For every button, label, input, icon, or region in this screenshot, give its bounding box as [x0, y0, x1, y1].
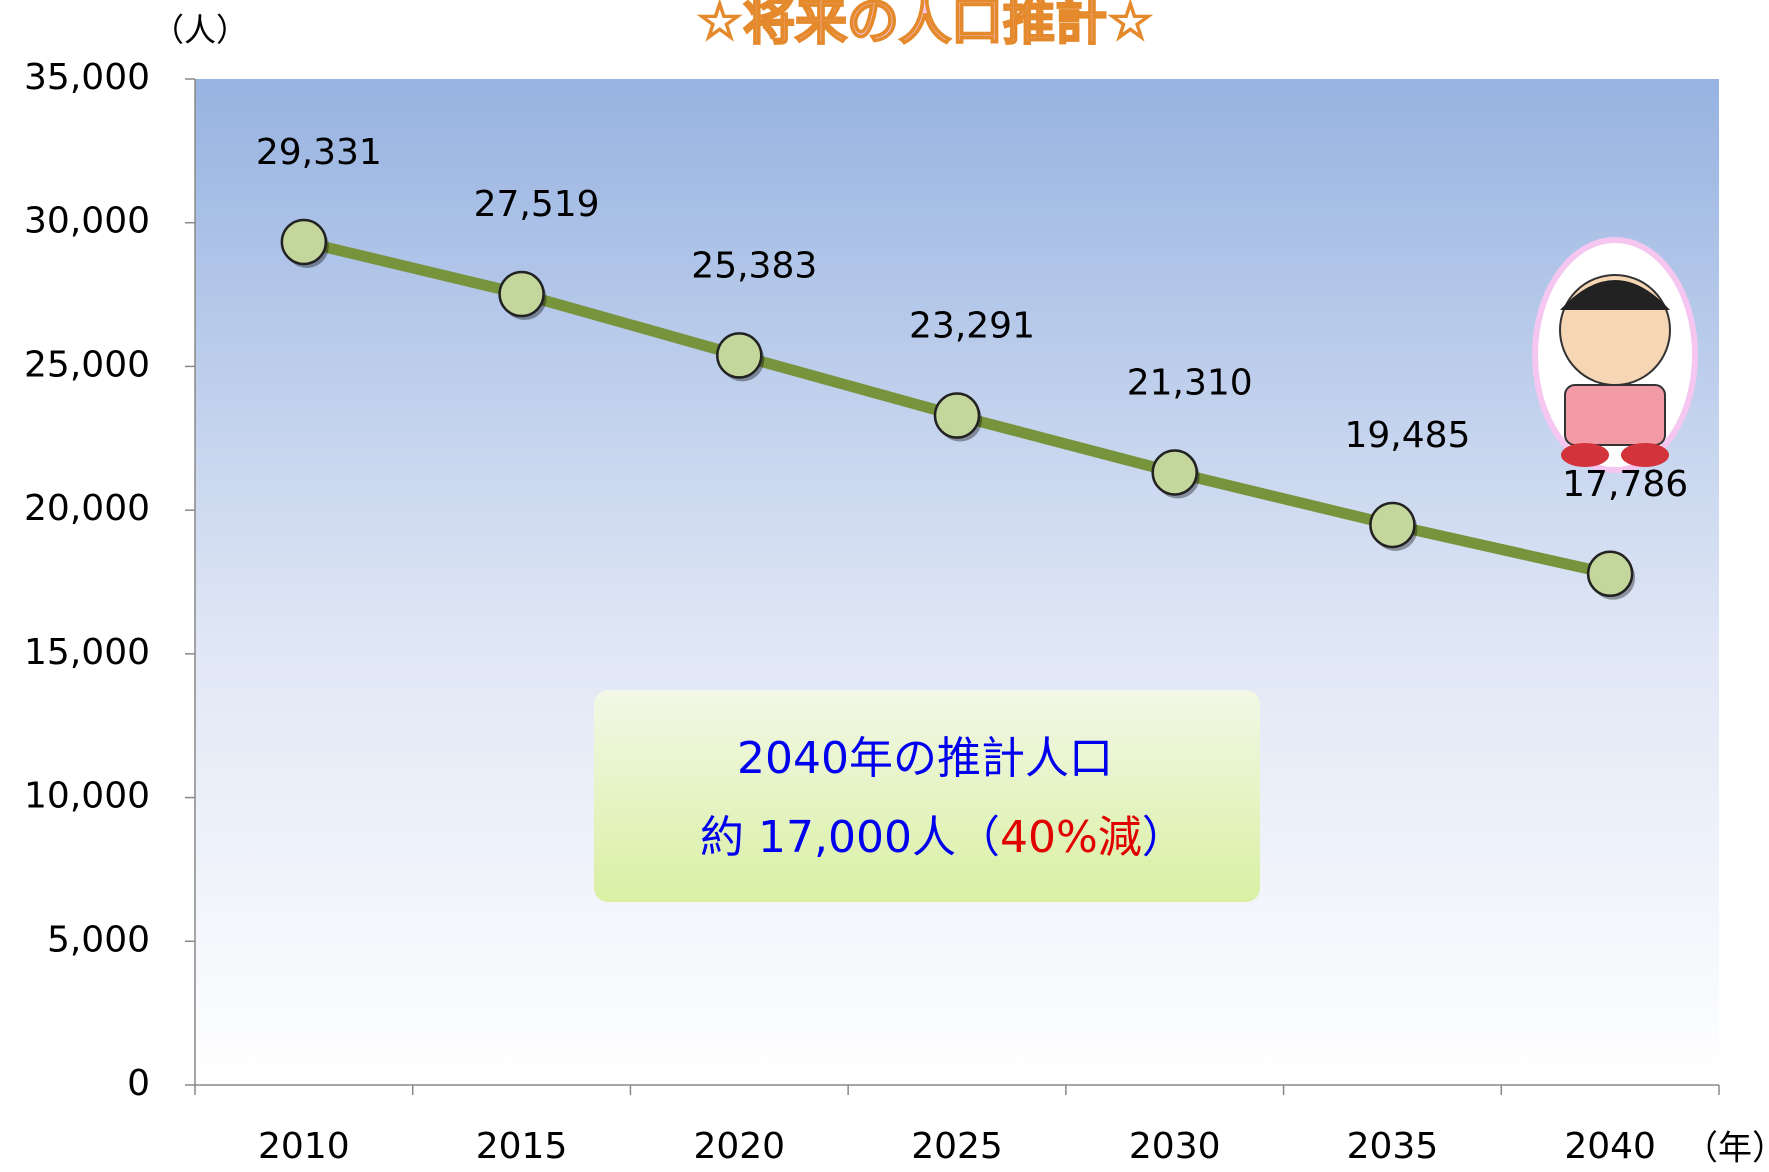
- y-tick-label: 5,000: [47, 919, 150, 960]
- y-tick-label: 30,000: [24, 201, 150, 242]
- character-illustration: [1535, 240, 1695, 470]
- y-tick-label: 25,000: [24, 344, 150, 385]
- data-label: 21,310: [1127, 362, 1253, 403]
- marker: [1588, 552, 1632, 596]
- y-tick-label: 0: [127, 1063, 150, 1104]
- y-tick-label: 15,000: [24, 632, 150, 673]
- chart-title: ☆将来の人口推計☆: [696, 0, 1153, 52]
- data-label: 19,485: [1344, 415, 1470, 456]
- x-unit: （年）: [1684, 1129, 1769, 1169]
- x-tick-label: 2035: [1347, 1126, 1439, 1167]
- data-label: 27,519: [474, 184, 600, 225]
- marker: [500, 272, 544, 316]
- y-unit: （人）: [152, 11, 248, 49]
- y-tick-label: 20,000: [24, 488, 150, 529]
- annotation-highlight: 40%減: [1000, 812, 1142, 863]
- y-tick-label: 35,000: [24, 57, 150, 98]
- annotation-text: 約 17,000人（40%減）: [700, 812, 1186, 863]
- marker: [935, 394, 979, 438]
- annotation-text: 約 17,000人（: [700, 812, 1000, 863]
- x-tick-label: 2015: [476, 1126, 568, 1167]
- x-tick-label: 2025: [911, 1126, 1003, 1167]
- x-tick-label: 2010: [258, 1126, 350, 1167]
- marker: [717, 333, 761, 377]
- x-tick-label: 2030: [1129, 1126, 1221, 1167]
- chart: ☆将来の人口推計☆ （人） （年） 2040年の推計人口 約 17,000人（4…: [0, 0, 1769, 1172]
- annotation-text: ）: [1142, 812, 1186, 863]
- x-tick-label: 2040: [1564, 1126, 1656, 1167]
- data-label: 17,786: [1562, 464, 1688, 505]
- marker: [1370, 503, 1414, 547]
- data-label: 25,383: [691, 245, 817, 286]
- annotation-box: [594, 690, 1260, 902]
- data-label: 23,291: [909, 306, 1035, 347]
- annotation-text: 2040年の推計人口: [737, 733, 1113, 784]
- marker: [282, 220, 326, 264]
- data-label: 29,331: [256, 132, 382, 173]
- plot-area: [195, 79, 1719, 1085]
- x-tick-label: 2020: [693, 1126, 785, 1167]
- marker: [1153, 450, 1197, 494]
- y-tick-label: 10,000: [24, 776, 150, 817]
